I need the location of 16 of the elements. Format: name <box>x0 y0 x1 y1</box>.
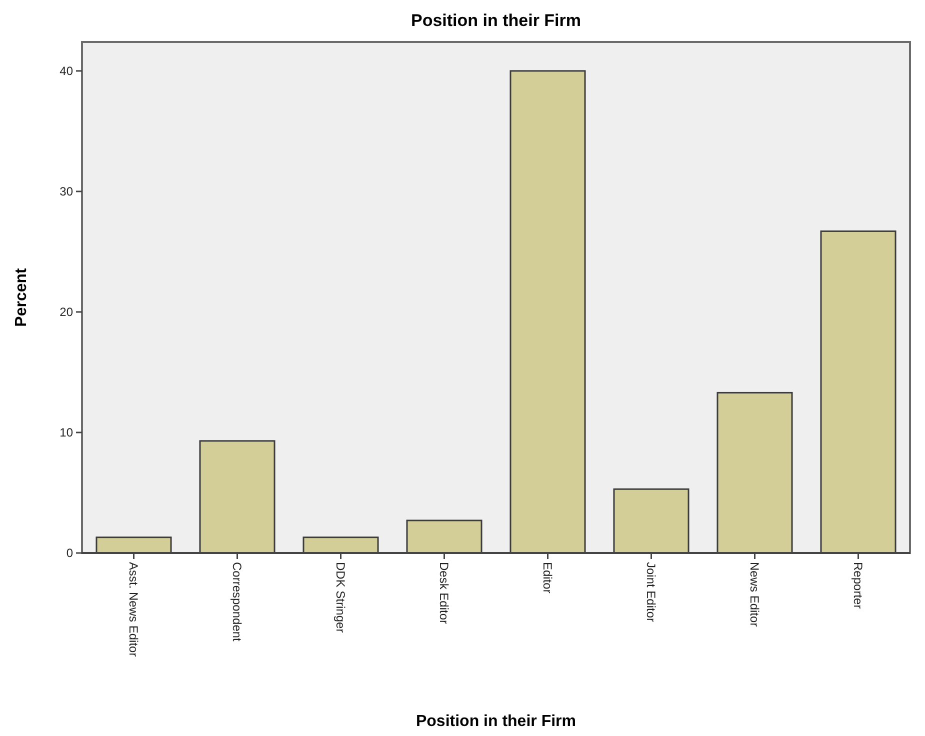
x-tick-label: Reporter <box>851 562 866 609</box>
x-tick-label: DDK Stringer <box>334 562 348 633</box>
y-tick-label: 20 <box>60 305 74 320</box>
x-tick-label: News Editor <box>748 562 762 627</box>
y-tick-label: 10 <box>60 426 74 440</box>
y-tick-label: 0 <box>66 546 74 560</box>
chart-title: Position in their Firm <box>410 11 582 30</box>
x-axis-title: Position in their Firm <box>416 713 576 730</box>
y-tick-label: 40 <box>60 64 74 78</box>
y-axis-title: Percent <box>13 267 30 327</box>
x-tick-label: Editor <box>540 562 555 594</box>
x-tick-label: Joint Editor <box>644 562 658 622</box>
y-tick-label: 30 <box>60 184 74 199</box>
x-tick-label: Desk Editor <box>437 562 452 624</box>
x-tick-label: Correspondent <box>230 562 244 642</box>
x-tick-label: Asst. News Editor <box>126 562 141 657</box>
